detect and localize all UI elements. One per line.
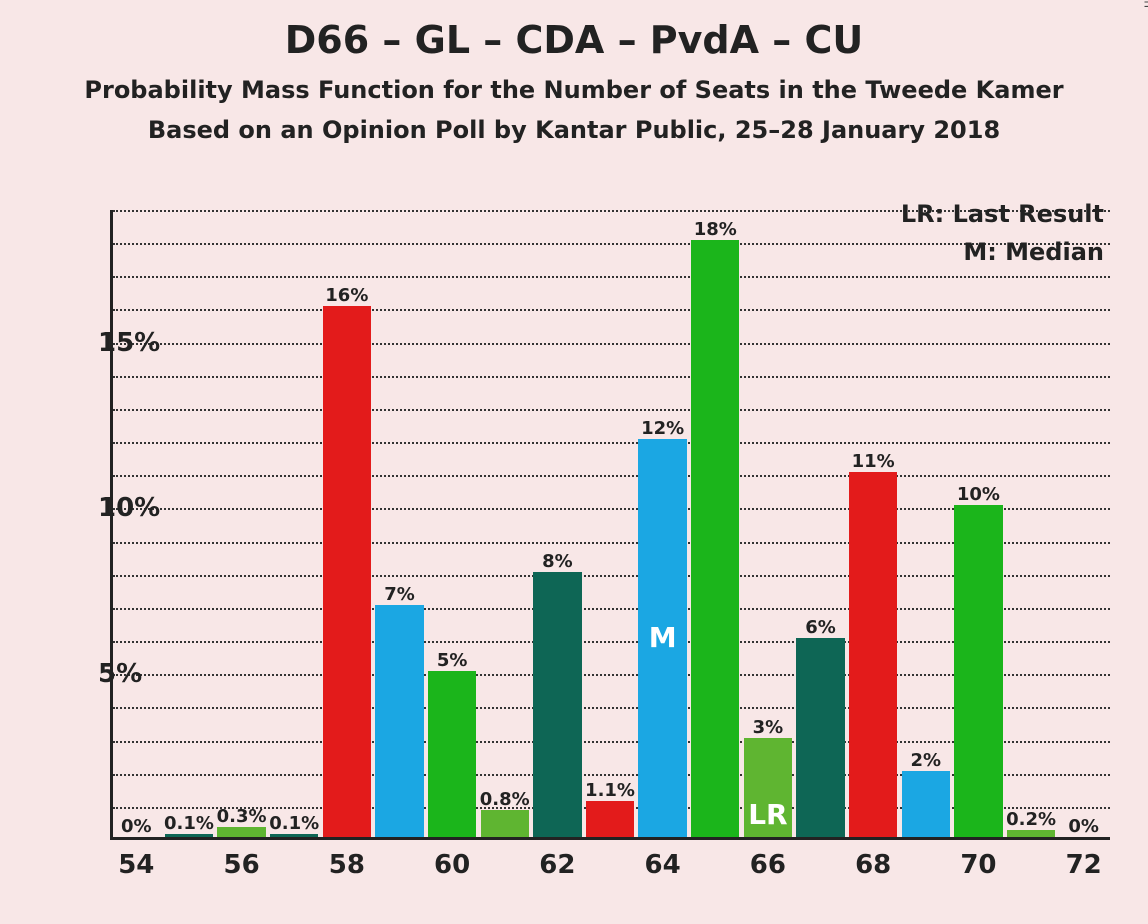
- x-tick-label: 64: [645, 850, 681, 880]
- bar: [902, 771, 950, 837]
- bar: [375, 605, 423, 837]
- y-tick-label: 15%: [98, 328, 110, 358]
- y-tick-label: 5%: [98, 659, 110, 689]
- legend-median: M: Median: [963, 238, 1104, 266]
- bar: [428, 671, 476, 837]
- x-tick-label: 62: [539, 850, 575, 880]
- median-marker: M: [649, 621, 677, 654]
- x-tick-label: 60: [434, 850, 470, 880]
- bar-value-label: 0.2%: [1006, 809, 1056, 830]
- y-axis: [110, 210, 113, 840]
- x-tick-label: 72: [1066, 850, 1102, 880]
- bar-value-label: 7%: [384, 584, 415, 605]
- bar-value-label: 8%: [542, 551, 573, 572]
- bar: [796, 638, 844, 837]
- bar-value-label: 0%: [1068, 816, 1099, 837]
- bar: [1007, 830, 1055, 837]
- bar: [954, 505, 1002, 837]
- bar: [323, 306, 371, 837]
- bar-value-label: 3%: [753, 717, 784, 738]
- bar-value-label: 12%: [641, 418, 684, 439]
- copyright-text: © 2020 Filip van Laenen: [1142, 0, 1148, 8]
- bar-value-label: 2%: [911, 750, 942, 771]
- bar-value-label: 1.1%: [585, 780, 635, 801]
- bar: [165, 834, 213, 837]
- y-tick-label: 10%: [98, 493, 110, 523]
- x-tick-label: 70: [960, 850, 996, 880]
- bar-value-label: 0.3%: [217, 806, 267, 827]
- bar: [217, 827, 265, 837]
- bar: [849, 472, 897, 837]
- bar-value-label: 10%: [957, 484, 1000, 505]
- x-tick-label: 68: [855, 850, 891, 880]
- bar-value-label: 0%: [121, 816, 152, 837]
- gridline-minor: [113, 276, 1110, 278]
- bar: [481, 810, 529, 837]
- gridline-minor: [113, 376, 1110, 378]
- gridline-minor: [113, 243, 1110, 245]
- x-tick-label: 54: [118, 850, 154, 880]
- bar: [586, 801, 634, 837]
- legend-last-result: LR: Last Result: [901, 200, 1104, 228]
- gridline-minor: [113, 409, 1110, 411]
- x-axis: [110, 837, 1110, 840]
- gridline-minor: [113, 343, 1110, 345]
- bar: [270, 834, 318, 837]
- bar-value-label: 0.1%: [164, 813, 214, 834]
- gridline-minor: [113, 442, 1110, 444]
- x-tick-label: 66: [750, 850, 786, 880]
- chart-subtitle-2: Based on an Opinion Poll by Kantar Publi…: [0, 116, 1148, 144]
- title-block: D66 – GL – CDA – PvdA – CU Probability M…: [0, 0, 1148, 144]
- last-result-marker: LR: [748, 798, 787, 831]
- bar-value-label: 18%: [694, 219, 737, 240]
- bar: [533, 572, 581, 837]
- bar-value-label: 16%: [325, 285, 368, 306]
- chart-subtitle-1: Probability Mass Function for the Number…: [0, 76, 1148, 104]
- bar-value-label: 0.8%: [480, 789, 530, 810]
- bar-value-label: 11%: [852, 451, 895, 472]
- bar-value-label: 5%: [437, 650, 468, 671]
- chart-title: D66 – GL – CDA – PvdA – CU: [0, 18, 1148, 62]
- pmf-bar-chart: 5%10%15%545658606264666870720%0.1%0.3%0.…: [110, 210, 1110, 840]
- bar: [691, 240, 739, 837]
- gridline-minor: [113, 475, 1110, 477]
- gridline-minor: [113, 309, 1110, 311]
- x-tick-label: 58: [329, 850, 365, 880]
- x-tick-label: 56: [223, 850, 259, 880]
- bar-value-label: 6%: [805, 617, 836, 638]
- bar-value-label: 0.1%: [269, 813, 319, 834]
